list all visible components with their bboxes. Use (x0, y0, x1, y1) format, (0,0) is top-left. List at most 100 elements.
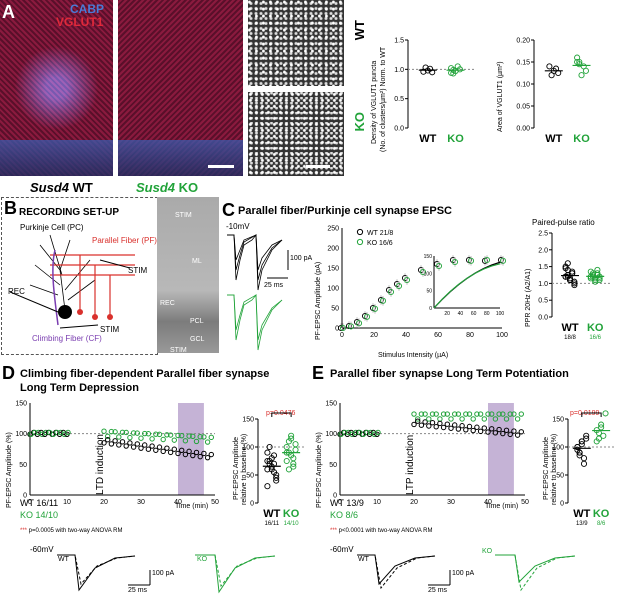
group-label: WT (561, 322, 578, 334)
data-point (337, 324, 345, 332)
e-stats: *** p<0.0001 with two-way ANOVA RM (330, 528, 432, 534)
data-point (576, 58, 583, 66)
data-point (562, 265, 569, 272)
data-point (171, 446, 178, 452)
data-point (149, 436, 155, 442)
slice-label: ML (192, 258, 202, 265)
chart-a2-plot: 0.00 0.05 0.10 0.15 0.20 WT KO (516, 38, 591, 145)
data-point (448, 425, 454, 431)
e-scale-ms: 25 ms (428, 587, 448, 594)
y-tick-label: 0 (23, 493, 27, 500)
data-point (602, 410, 609, 417)
panel-e-title: Parallel fiber synapse Long Term Potenti… (330, 368, 569, 380)
data-point (108, 441, 115, 447)
inset-x-tick-label: 60 (471, 311, 477, 317)
data-point (204, 454, 211, 461)
label-ko-vertical: KO (352, 112, 367, 132)
stim-electrode-1 (99, 259, 131, 269)
data-point (444, 411, 451, 417)
y-tick-label: 150 (15, 401, 27, 408)
climbing-fiber (52, 249, 59, 326)
data-point (182, 438, 189, 444)
data-point (182, 451, 189, 458)
data-point (514, 416, 521, 422)
panel-c-letter: C (222, 200, 235, 220)
legend-label: WT 21/8 (367, 230, 393, 237)
x-tick-label: 50 (211, 499, 219, 506)
data-point (448, 416, 454, 422)
data-point (283, 443, 290, 451)
data-point (569, 268, 576, 275)
data-point (440, 411, 447, 417)
inset-x-tick-label: 80 (484, 311, 490, 317)
x-tick-label: 0 (338, 499, 342, 506)
c-traces-ko (227, 293, 283, 351)
chart-a1: Density of VGLUT1 puncta (No. of cluster… (371, 38, 474, 152)
legend-vglut1: VGLUT1 (56, 15, 104, 29)
data-point (463, 411, 469, 417)
c-vlabel: -10mV (226, 222, 250, 231)
inset-fit-wt (433, 261, 501, 309)
data-point (459, 423, 465, 429)
label-stim-1: STIM (128, 266, 148, 275)
d-trace-ko: KO (197, 556, 208, 563)
data-point (190, 452, 196, 459)
legend-marker (356, 238, 364, 246)
data-point (467, 257, 475, 264)
data-point (415, 416, 421, 422)
data-point (288, 435, 295, 442)
label-purkinje: Purkinje Cell (PC) (20, 223, 84, 232)
chart-c-xlabel: Stimulus Intensity (µA) (378, 352, 448, 359)
data-point (264, 449, 271, 456)
e-wt-n: WT 13/9 (330, 498, 364, 508)
x-tick-label: 0 (28, 499, 32, 506)
data-point (127, 440, 133, 446)
data-point (437, 416, 443, 422)
data-point (160, 436, 166, 443)
x-tick-label: 50 (521, 499, 529, 506)
chart-a2-ylabel: Area of VGLUT1 (µm²) (497, 61, 504, 132)
rec-electrode (10, 291, 59, 313)
inset-fit-ko (433, 263, 501, 309)
data-point (186, 433, 192, 439)
data-point (426, 416, 432, 422)
data-point (499, 257, 507, 264)
inset-y-tick-label: 50 (426, 289, 432, 295)
data-point (116, 434, 122, 440)
data-point (116, 442, 122, 448)
y-tick-label: 100 (327, 286, 339, 293)
group-n: 14/10 (284, 521, 300, 527)
data-point (164, 445, 170, 451)
data-point (466, 423, 473, 430)
y-tick-label: 0.00 (516, 126, 530, 133)
d-stats-text: p=0.0005 with two-way ANOVA RM (27, 528, 123, 534)
x-tick-label: 30 (137, 499, 145, 506)
e-bar-ylabel-2: relative to baseline (%) (551, 434, 558, 505)
data-point (130, 430, 137, 436)
data-point (266, 443, 273, 451)
data-point (455, 411, 462, 417)
legend-cabp: CABP (70, 2, 105, 16)
y-tick-label: 100 (15, 431, 27, 438)
data-point (401, 274, 409, 282)
data-point (592, 278, 599, 285)
data-point (339, 324, 347, 332)
data-point (489, 426, 495, 432)
x-tick-label: 40 (174, 499, 182, 506)
data-point (108, 428, 115, 435)
inset-y-tick-label: 150 (424, 254, 433, 260)
d-ylabel: PF-EPSC Amplitude (%) (6, 432, 13, 508)
data-point (145, 431, 152, 437)
d-trace-wt-post (57, 554, 136, 586)
data-point (201, 434, 207, 440)
caption-ko-gene: Susd4 (136, 180, 176, 195)
group-n: 16/6 (589, 335, 601, 341)
e-bar-ylabel-1: PF-EPSC Amplitude (543, 437, 550, 500)
d-stats: *** p=0.0005 with two-way ANOVA RM (20, 528, 122, 534)
data-point (387, 288, 395, 296)
data-point (433, 411, 439, 417)
data-point (112, 438, 118, 444)
e-trace-ko: KO (482, 548, 493, 555)
chart-d-bar: PF-EPSC Amplitude relative to baseline (… (233, 410, 304, 527)
inset-x-tick-label: 20 (444, 311, 450, 317)
